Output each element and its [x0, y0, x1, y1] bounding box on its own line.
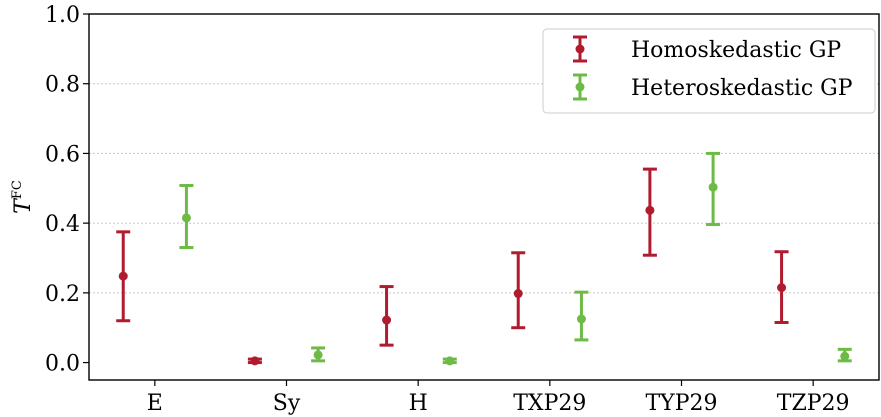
legend-item: Homoskedastic GP [573, 35, 841, 63]
error-bar [706, 151, 721, 227]
error-bar [179, 183, 194, 250]
error-bar [774, 250, 789, 324]
data-point [645, 205, 655, 215]
error-bar [511, 251, 526, 330]
y-tick-label: 0.0 [45, 352, 80, 377]
y-tick-label: 0.2 [45, 282, 80, 307]
data-point [445, 356, 455, 366]
y-tick-label: 0.6 [45, 142, 80, 167]
data-point [777, 283, 787, 293]
legend-marker-dot [575, 44, 585, 54]
x-tick-label: E [147, 391, 163, 416]
y-axis-label-main: T [11, 197, 36, 214]
y-tick-label: 1.0 [45, 3, 80, 28]
plot-frame [88, 13, 880, 381]
error-bar [311, 346, 326, 363]
error-bar [116, 230, 131, 323]
y-tick-label: 0.4 [45, 212, 80, 237]
error-bars [116, 151, 852, 366]
x-tick-label: H [409, 391, 428, 416]
gridlines [89, 83, 879, 294]
legend: Homoskedastic GP Heteroskedastic GP [542, 28, 876, 114]
error-bar [837, 347, 852, 363]
y-axis-label-superscript: FC [10, 180, 25, 199]
error-bar [442, 356, 457, 366]
data-point [382, 315, 392, 325]
data-point [313, 350, 323, 360]
data-point [250, 356, 260, 366]
data-point [513, 289, 523, 299]
error-bar [642, 167, 657, 257]
x-tick-label: TXP29 [513, 391, 586, 416]
legend-label: Heteroskedastic GP [631, 76, 853, 101]
legend-marker-dot [575, 82, 585, 92]
data-point [118, 271, 128, 281]
data-point [708, 182, 718, 192]
x-tick-label: Sy [273, 391, 301, 416]
error-bar [247, 356, 262, 366]
legend-label: Homoskedastic GP [631, 38, 841, 63]
data-point [576, 314, 586, 324]
data-point [840, 351, 850, 361]
data-point [181, 213, 191, 223]
x-tick-label: TZP29 [777, 391, 850, 416]
error-bar [379, 285, 394, 347]
x-tick-label: TYP29 [646, 391, 718, 416]
legend-box [542, 28, 876, 114]
y-axis-label: TFC [10, 180, 36, 214]
axes [88, 13, 880, 381]
y-tick-label: 0.8 [45, 73, 80, 98]
y-tick-labels: 0.0 0.2 0.4 0.6 0.8 1.0 [45, 3, 89, 377]
x-tick-labels: E Sy H TXP29 TYP29 TZP29 [147, 380, 850, 416]
legend-item: Heteroskedastic GP [573, 73, 853, 101]
error-bar [574, 290, 589, 342]
